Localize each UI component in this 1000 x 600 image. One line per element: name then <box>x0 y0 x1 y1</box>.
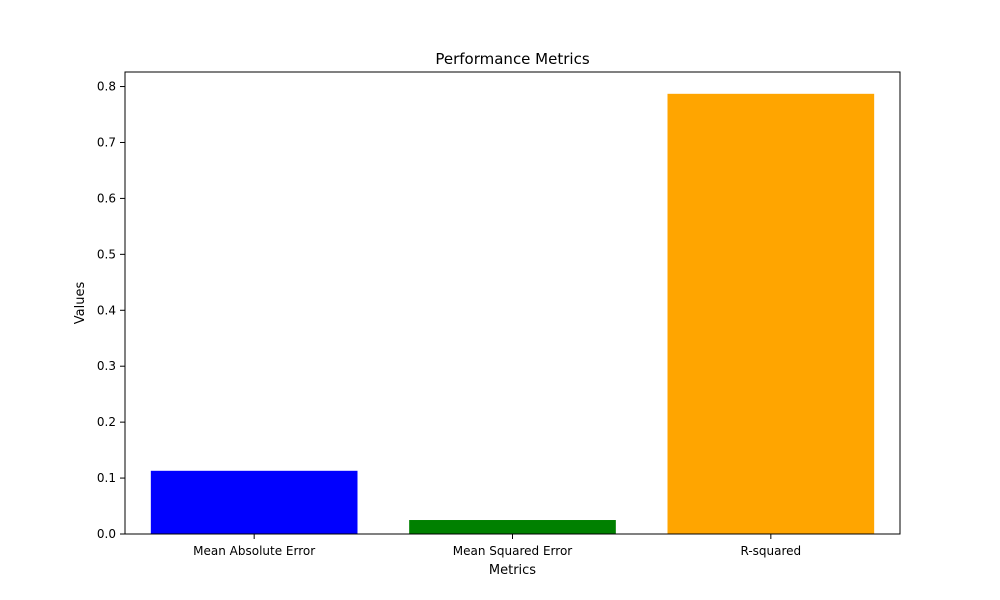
y-tick-label: 0.8 <box>97 80 116 94</box>
x-tick-label: Mean Squared Error <box>453 544 573 558</box>
y-tick-label: 0.2 <box>97 415 116 429</box>
plot-frame <box>124 71 901 535</box>
y-tick-label: 0.5 <box>97 247 116 261</box>
bar-mean-squared-error <box>409 520 616 534</box>
bar-mean-absolute-error <box>150 470 358 534</box>
x-axis-label: Metrics <box>489 563 536 578</box>
x-tick-label: R-squared <box>740 544 801 558</box>
y-axis-label: Values <box>73 282 88 325</box>
bar-r-squared <box>667 93 875 534</box>
y-tick-label: 0.1 <box>97 471 116 485</box>
y-tick-label: 0.7 <box>97 135 116 149</box>
y-tick-label: 0.0 <box>97 527 116 541</box>
x-axis-ticks: Mean Absolute Error Mean Squared Error R-s… <box>193 534 801 558</box>
y-axis-ticks: 0.0 0.1 0.2 0.3 0.4 0.5 0.6 0.7 0.8 <box>97 80 125 541</box>
x-tick-label: Mean Absolute Error <box>193 544 315 558</box>
bars-group <box>150 93 875 534</box>
y-tick-label: 0.3 <box>97 359 116 373</box>
y-tick-label: 0.4 <box>97 303 116 317</box>
y-tick-label: 0.6 <box>97 191 116 205</box>
chart-title: Performance Metrics <box>435 50 589 68</box>
